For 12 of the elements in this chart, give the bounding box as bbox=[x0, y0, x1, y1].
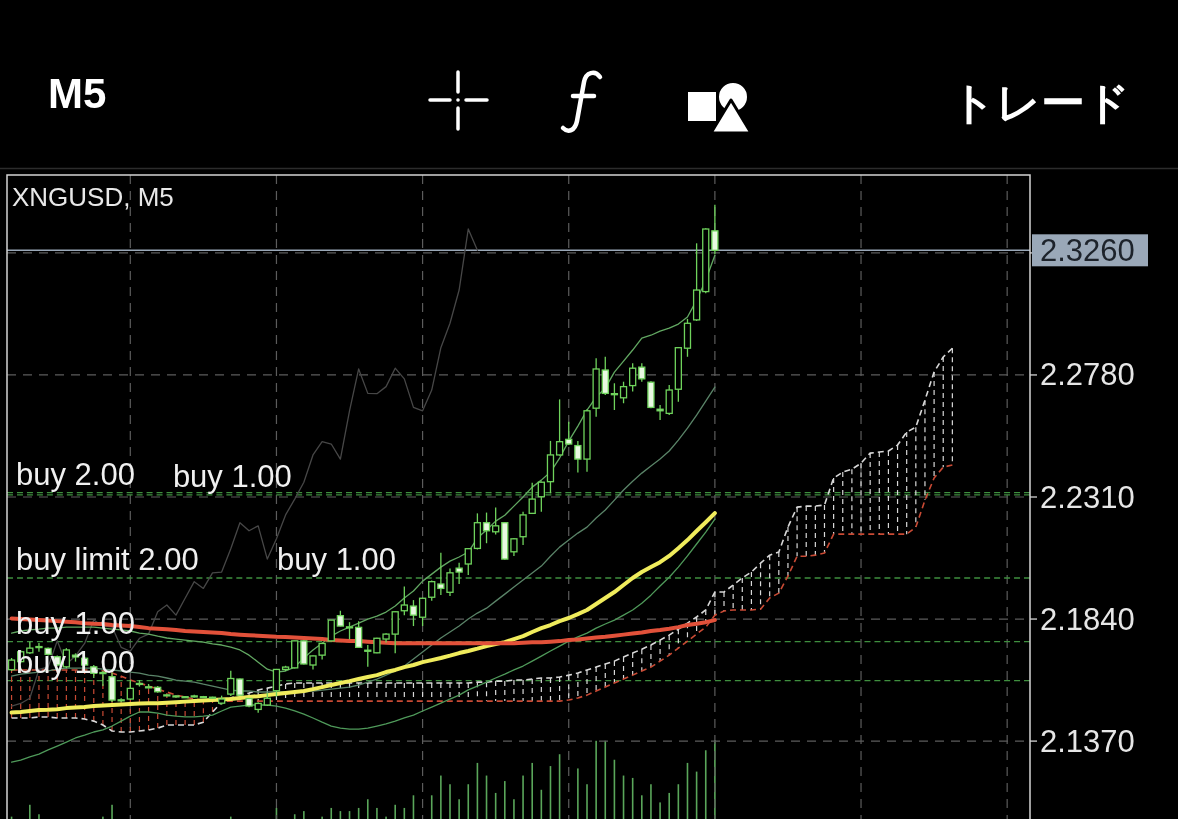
y-tick-label: 2.1370 bbox=[1040, 723, 1135, 759]
ref-line-label: 2.3260 bbox=[1040, 232, 1135, 268]
ref-line-label: buy 1.00 bbox=[172, 458, 292, 494]
y-tick-label: 2.1840 bbox=[1040, 601, 1135, 637]
y-tick-label: 2.2780 bbox=[1040, 357, 1135, 393]
ref-line-label: buy limit 2.00 bbox=[16, 542, 199, 578]
chart-title: XNGUSD, M5 bbox=[12, 182, 174, 212]
text: M5 bbox=[48, 70, 107, 117]
text: トレード bbox=[951, 78, 1130, 127]
y-tick-label: 2.2310 bbox=[1040, 479, 1135, 515]
ref-line-label: buy 2.00 bbox=[16, 456, 135, 492]
annotation: buy 1.00 bbox=[277, 542, 396, 578]
